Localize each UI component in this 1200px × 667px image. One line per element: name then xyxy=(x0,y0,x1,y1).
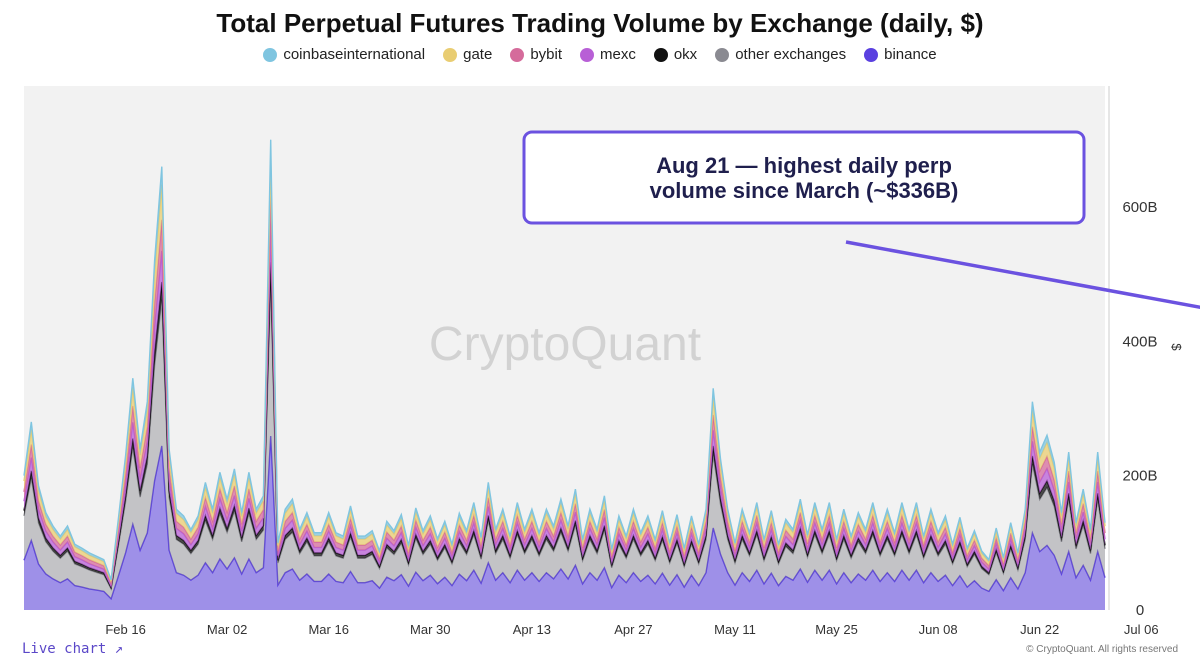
x-tick-label: Apr 13 xyxy=(513,622,551,637)
legend-label: bybit xyxy=(530,46,562,63)
legend-item[interactable]: coinbaseinternational xyxy=(263,46,425,63)
y-unit-label: $ xyxy=(1169,343,1184,351)
series-area-binance xyxy=(24,436,1105,610)
y-tick-label: 600B xyxy=(1122,199,1157,216)
cryptoquant-watermark: CryptoQuant xyxy=(429,318,701,371)
x-tick-label: Jun 22 xyxy=(1020,622,1059,637)
legend-swatch xyxy=(580,47,594,62)
x-tick-label: May 25 xyxy=(815,622,858,637)
x-tick-label: Mar 02 xyxy=(207,622,247,637)
legend-item[interactable]: gate xyxy=(443,46,492,63)
annotation-text-line2: volume since March (~$336B) xyxy=(650,178,959,203)
series-line-coinbaseinternational xyxy=(23,139,1106,581)
legend-swatch xyxy=(510,47,525,62)
x-tick-label: Jun 08 xyxy=(919,622,958,637)
legend-label: gate xyxy=(463,46,493,63)
x-tick-label: Feb 16 xyxy=(105,622,145,637)
live-chart-link[interactable]: Live chart ↗ xyxy=(22,641,124,657)
y-tick-label: 0 xyxy=(1136,602,1144,619)
legend-swatch xyxy=(443,47,458,62)
legend-label: other exchanges xyxy=(735,46,847,63)
legend-label: coinbaseinternational xyxy=(283,46,426,63)
legend-swatch xyxy=(715,47,730,62)
legend-swatch xyxy=(864,47,879,62)
y-tick-label: 200B xyxy=(1122,468,1157,485)
legend-swatch xyxy=(653,47,668,62)
legend-item[interactable]: bybit xyxy=(510,46,562,63)
legend-label: okx xyxy=(673,46,698,63)
series-line-binance xyxy=(23,435,1106,601)
annotation-arrow xyxy=(845,240,1200,310)
chart-legend: coinbaseinternational gate bybit mexc okx oth… xyxy=(0,46,1200,63)
annotation-box xyxy=(522,130,1086,225)
y-tick-label: 400B xyxy=(1122,333,1157,350)
legend-item[interactable]: binance xyxy=(864,46,937,63)
legend-item[interactable]: okx xyxy=(653,46,698,63)
x-tick-label: May 11 xyxy=(714,622,756,637)
copyright-text: © CryptoQuant. All rights reserved xyxy=(1026,644,1178,655)
annotation-text-line1: Aug 21 — highest daily perp xyxy=(656,153,952,178)
x-tick-label: Mar 30 xyxy=(410,622,450,637)
chart-title: Total Perpetual Futures Trading Volume b… xyxy=(216,8,984,38)
legend-label: mexc xyxy=(600,46,636,63)
legend-item[interactable]: other exchanges xyxy=(715,46,846,63)
x-tick-label: Mar 16 xyxy=(308,622,348,637)
x-tick-label: Apr 27 xyxy=(614,622,652,637)
x-tick-label: Jul 06 xyxy=(1124,622,1159,637)
legend-swatch xyxy=(263,47,278,62)
legend-label: binance xyxy=(884,46,937,63)
series-area-other-exchanges xyxy=(24,280,1105,599)
legend-item[interactable]: mexc xyxy=(580,46,636,63)
